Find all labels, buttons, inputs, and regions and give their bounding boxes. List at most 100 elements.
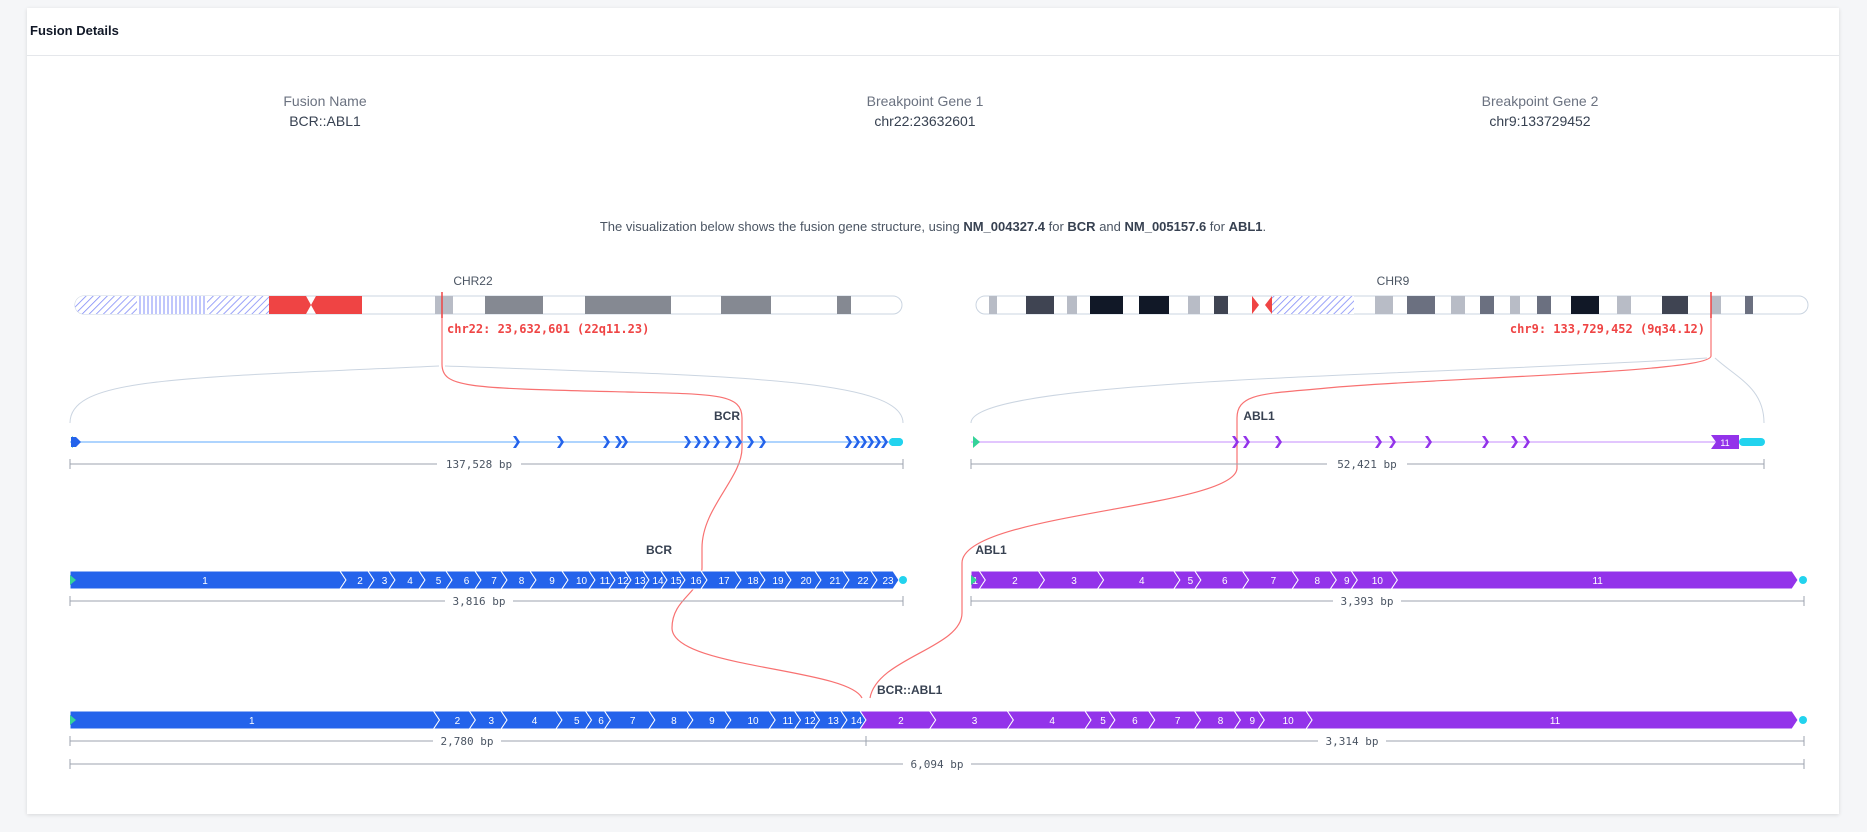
chr22-ideogram: CHR22 chr22: 23,632,601 (22q11.23)	[74, 274, 903, 336]
chr9-band	[1451, 296, 1465, 314]
fusion-transcript-exon-label: 2	[455, 716, 461, 727]
scale-label-bg	[433, 734, 501, 748]
fusion-transcript-exon-label: 10	[747, 716, 759, 727]
caption-gene2: ABL1	[1228, 219, 1263, 234]
bcr-transcript-exon-label: 11	[600, 576, 611, 587]
breakpoint-gene2-label: Breakpoint Gene 2	[1481, 93, 1599, 109]
abl1-transcript-exon-label: 2	[1012, 576, 1018, 587]
bcr-genomic-exon	[747, 436, 754, 448]
visualization-caption: The visualization below shows the fusion…	[27, 219, 1839, 234]
chr9-band	[1407, 296, 1435, 314]
chr9-centromere-q	[1265, 296, 1272, 314]
bcr-genomic-exon	[513, 436, 520, 448]
chr22-breakpoint-label: chr22: 23,632,601 (22q11.23)	[447, 322, 649, 336]
bcr-transcript-start-marker	[70, 575, 76, 585]
bcr-transcript-length: 3,816 bp	[453, 595, 506, 608]
chr9-band	[1711, 296, 1721, 314]
abl1-transcript-exon-label: 1	[972, 576, 978, 587]
bcr-genomic-exon	[557, 436, 564, 448]
caption-text: and	[1095, 219, 1125, 234]
chr22-band	[721, 296, 771, 314]
bcr-transcript-exon-label: 22	[857, 576, 869, 587]
fusion-transcript-exon-label: 12	[804, 716, 816, 727]
chr9-band	[1375, 296, 1393, 314]
scale-label-bg	[1318, 734, 1386, 748]
bcr-transcript-end-cap	[899, 576, 907, 584]
bcr-genomic-exon	[874, 436, 881, 448]
caption-text: .	[1262, 219, 1267, 234]
bcr-genomic-label: BCR	[714, 409, 740, 423]
abl1-transcript-end-cap	[1799, 576, 1807, 584]
fusion-transcript-exon-label: 7	[1175, 716, 1181, 727]
abl1-genomic-label: ABL1	[1243, 409, 1275, 423]
bcr-genomic-exon	[694, 436, 701, 448]
fusion-transcript-exon-label: 6	[598, 716, 604, 727]
chr9-band	[1139, 296, 1169, 314]
abl1-transcript-scale: 3,393 bp	[970, 594, 1805, 608]
abl1-genomic-exon	[1389, 436, 1396, 448]
abl1-genomic-exon	[1243, 436, 1250, 448]
caption-text: for	[1045, 219, 1068, 234]
abl1-genomic-length: 52,421 bp	[1337, 458, 1397, 471]
chr9-band	[1090, 296, 1123, 314]
fusion-scales: 2,780 bp 3,314 bp 6,094 bp	[69, 734, 1805, 771]
bcr-genomic-exon	[603, 436, 610, 448]
abl1-transcript-exon-label: 4	[1139, 576, 1145, 587]
chr9-zoom-connector-right	[1714, 357, 1765, 424]
fusion-transcript-exon-label: 3	[972, 716, 978, 727]
chr9-band	[989, 296, 997, 314]
chr22-zoom-connector-right	[444, 365, 904, 424]
abl1-transcript-length: 3,393 bp	[1341, 595, 1394, 608]
bcr-transcript-exon-label: 6	[464, 576, 470, 587]
breakpoint-lines	[441, 314, 1712, 699]
abl1-genomic-track: ABL1 11 52,421 bp	[970, 409, 1765, 471]
bcr-transcript-exon-label: 21	[829, 576, 841, 587]
abl1-genomic-exon	[1511, 436, 1518, 448]
bcr-genomic-exon	[615, 436, 622, 448]
bcr-transcript-exon	[870, 570, 900, 590]
fusion-transcript-track: 1 2 3 4 5 6 7 8 9 10 11 12 13 14 2 3 4 5 6 7 8 9 10 11	[69, 710, 1807, 730]
chr9-band	[1214, 296, 1228, 314]
scale-label-bg	[1327, 457, 1407, 471]
chr9-band	[1026, 296, 1054, 314]
chr9-zoom-connector-left	[970, 357, 1708, 424]
bcr-exon-1	[71, 437, 81, 447]
chr9-band	[1537, 296, 1551, 314]
fusion-transcript-exon-label: 7	[630, 716, 636, 727]
bcr-transcript-exon-label: 15	[670, 576, 682, 587]
fusion-bcr-part-length: 2,780 bp	[441, 735, 494, 748]
bcr-genomic-track: BCR 137,528 bp	[69, 409, 904, 471]
zoom-connectors	[69, 357, 1765, 424]
bcr-genomic-exon	[735, 436, 742, 448]
fusion-transcript-exon-label: 4	[532, 716, 538, 727]
fusion-transcript-exon-label: 14	[851, 716, 863, 727]
fusion-transcript-exon-label: 11	[783, 716, 794, 727]
bcr-transcript-exon-label: 10	[576, 576, 588, 587]
bcr-transcript-label: BCR	[646, 543, 672, 557]
chr9-band	[1188, 296, 1200, 314]
abl1-tss-marker	[973, 436, 980, 448]
bcr-genomic-exon	[853, 436, 860, 448]
bcr-transcript-exon-label: 8	[519, 576, 525, 587]
breakpoint-gene2-value: chr9:133729452	[1489, 113, 1591, 129]
breakpoint-gene1-label: Breakpoint Gene 1	[866, 93, 984, 109]
chr22-p-arm-hatch	[75, 296, 137, 314]
caption-text: The visualization below shows the fusion…	[599, 219, 964, 234]
fusion-abl1-part-length: 3,314 bp	[1326, 735, 1379, 748]
bcr-transcript-exon-label: 9	[549, 576, 555, 587]
fusion-transcript-exon-label: 5	[574, 716, 580, 727]
fusion-transcript-exon	[1305, 710, 1799, 730]
bcr-genomic-exon	[759, 436, 766, 448]
chr9-centromere-p	[1252, 296, 1259, 314]
fusion-transcript-exon-label: 9	[1250, 716, 1256, 727]
fusion-transcript-exon	[69, 710, 441, 730]
caption-transcript2: NM_005157.6	[1124, 219, 1207, 234]
card-title: Fusion Details	[30, 23, 119, 38]
bcr-genomic-exons	[513, 436, 888, 448]
abl1-transcript-exon-label: 8	[1314, 576, 1320, 587]
abl1-genomic-exon	[1232, 436, 1239, 448]
bcr-genomic-length: 137,528 bp	[446, 458, 512, 471]
fusion-transcript-start-marker	[70, 715, 76, 725]
chr22-band	[585, 296, 671, 314]
chr22-centromere-q	[311, 296, 362, 314]
